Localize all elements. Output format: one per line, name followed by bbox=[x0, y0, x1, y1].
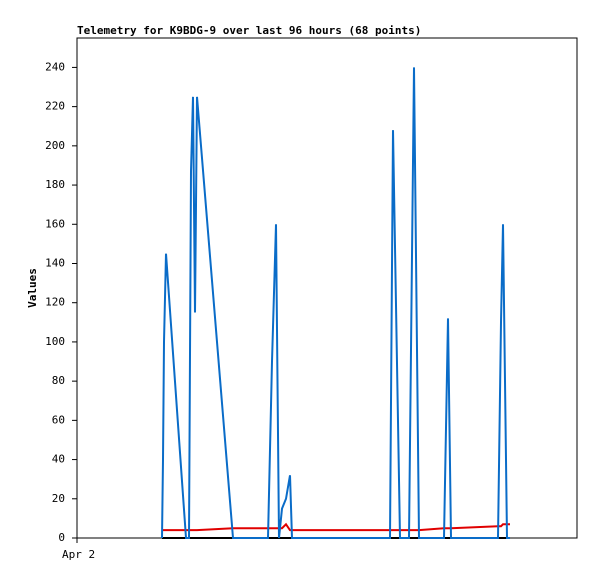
y-tick-label: 220 bbox=[45, 100, 65, 113]
y-tick-label: 120 bbox=[45, 296, 65, 309]
y-tick-label: 40 bbox=[52, 453, 65, 466]
y-tick-label: 60 bbox=[52, 413, 65, 426]
y-tick-label: 140 bbox=[45, 256, 65, 269]
y-tick-label: 100 bbox=[45, 335, 65, 348]
y-tick-label: 200 bbox=[45, 139, 65, 152]
series-line bbox=[161, 67, 510, 539]
y-tick-label: 180 bbox=[45, 178, 65, 191]
y-tick-label: 20 bbox=[52, 492, 65, 505]
y-tick-label: 80 bbox=[52, 374, 65, 387]
y-axis-label: Values bbox=[26, 268, 39, 308]
y-tick-label: 0 bbox=[58, 531, 65, 544]
chart-title: Telemetry for K9BDG-9 over last 96 hours… bbox=[77, 24, 421, 37]
y-tick-label: 160 bbox=[45, 217, 65, 230]
y-tick-label: 240 bbox=[45, 60, 65, 73]
x-tick-label: Apr 2 bbox=[62, 548, 95, 561]
